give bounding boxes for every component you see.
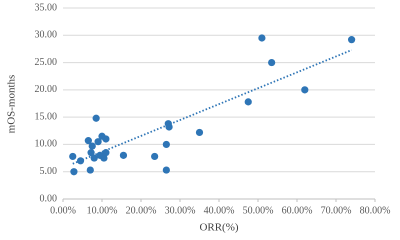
x-tick-label: 10.00% <box>87 205 118 216</box>
point <box>165 123 173 131</box>
point <box>87 149 95 157</box>
x-axis-title: ORR(%) <box>199 222 238 234</box>
point <box>76 157 85 165</box>
y-tick-label: 20.00 <box>35 84 58 95</box>
point <box>162 140 170 149</box>
point <box>94 138 102 146</box>
point <box>90 154 98 162</box>
x-tick-label: 40.00% <box>204 205 235 216</box>
trendline <box>72 49 352 165</box>
y-axis-title: mOS-months <box>6 75 18 134</box>
x-tick-label: 30.00% <box>165 205 196 216</box>
point <box>151 152 159 161</box>
x-tick-label: 60.00% <box>282 205 313 216</box>
y-tick-label: 10.00 <box>35 139 58 150</box>
point <box>258 34 266 42</box>
point <box>348 36 356 44</box>
y-tick-label: 0.00 <box>40 193 58 204</box>
point <box>86 166 94 174</box>
point <box>162 166 170 174</box>
x-tick-label: 70.00% <box>321 205 352 216</box>
x-tick-label: 80.00% <box>360 205 391 216</box>
point <box>195 128 204 137</box>
point <box>84 137 92 145</box>
point <box>119 151 128 159</box>
y-tick-label: 15.00 <box>35 111 58 122</box>
point <box>268 58 276 67</box>
y-tick-label: 5.00 <box>40 166 58 177</box>
point <box>92 114 100 122</box>
y-tick-label: 35.00 <box>35 2 58 13</box>
x-tick-label: 50.00% <box>243 205 274 216</box>
point <box>88 142 96 150</box>
point <box>69 152 77 161</box>
y-tick-label: 25.00 <box>35 57 58 68</box>
x-tick-label: 20.00% <box>126 205 157 216</box>
point <box>301 86 309 94</box>
point <box>102 149 110 157</box>
point <box>244 98 252 106</box>
point <box>102 135 110 143</box>
y-tick-label: 30.00 <box>35 30 58 41</box>
point <box>100 154 108 162</box>
x-tick-label: 0.00% <box>50 205 76 216</box>
point <box>70 168 78 176</box>
